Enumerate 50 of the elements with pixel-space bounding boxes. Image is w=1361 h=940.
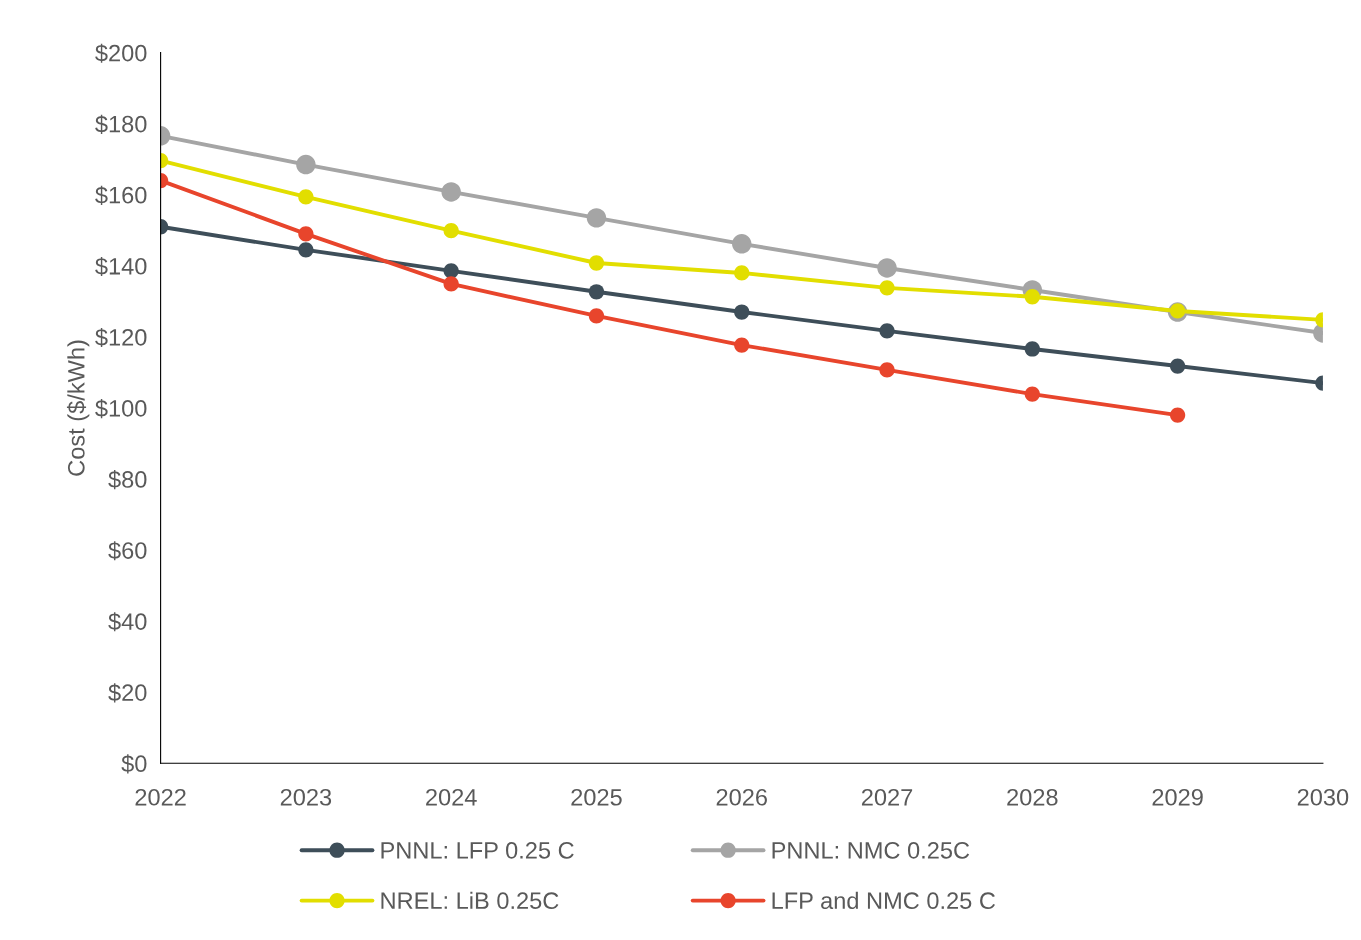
- y-tick-label: $200: [95, 43, 147, 63]
- x-tick-label: 2028: [1007, 788, 1058, 806]
- y-tick-label: $160: [95, 185, 147, 205]
- point: [734, 265, 750, 281]
- point: [734, 337, 750, 353]
- x-tick-label: 2026: [716, 788, 767, 806]
- legend-label: NREL: LiB 0.25C: [381, 891, 559, 910]
- y-tick-label: $60: [108, 541, 147, 561]
- point: [298, 242, 314, 258]
- point: [443, 263, 459, 279]
- y-tick-label: $0: [121, 754, 147, 774]
- point: [588, 284, 605, 300]
- point: [298, 226, 314, 242]
- point: [1169, 407, 1186, 423]
- point: [877, 258, 897, 278]
- point: [586, 208, 607, 228]
- point: [734, 304, 750, 320]
- y-tick-label: $80: [108, 470, 147, 490]
- y-axis-title: Cost ($/kWh): [66, 340, 90, 476]
- legend-label: PNNL: NMC 0.25C: [772, 842, 970, 859]
- point: [732, 234, 752, 254]
- x-tick-label: 2025: [571, 788, 622, 806]
- point: [443, 223, 459, 239]
- point: [443, 276, 459, 292]
- point: [298, 189, 314, 205]
- y-tick-label: $180: [95, 114, 147, 134]
- y-tick-label: $120: [95, 327, 147, 348]
- point: [1024, 386, 1040, 402]
- legend-label: LFP and NMC 0.25 C: [772, 891, 996, 910]
- x-tick-label: 2029: [1152, 788, 1203, 806]
- point: [441, 182, 461, 202]
- x-tick-label: 2024: [426, 788, 477, 806]
- x-tick-label: 2027: [861, 788, 913, 806]
- y-tick-label: $100: [95, 399, 147, 419]
- x-tick-label: 2022: [135, 788, 186, 806]
- y-tick-label: $40: [108, 612, 147, 632]
- point: [879, 280, 895, 296]
- point: [1024, 289, 1040, 305]
- x-tick-label: 2023: [280, 788, 332, 806]
- point: [879, 323, 895, 339]
- legend-label: PNNL: LFP 0.25 C: [381, 842, 574, 859]
- point: [1169, 358, 1186, 374]
- y-tick-label: $20: [108, 683, 147, 703]
- point: [879, 362, 895, 378]
- point: [1024, 341, 1040, 357]
- point: [588, 308, 605, 324]
- point: [296, 154, 316, 175]
- point: [588, 255, 605, 271]
- y-tick-label: $140: [95, 256, 147, 277]
- x-tick-label: 2030: [1297, 788, 1349, 806]
